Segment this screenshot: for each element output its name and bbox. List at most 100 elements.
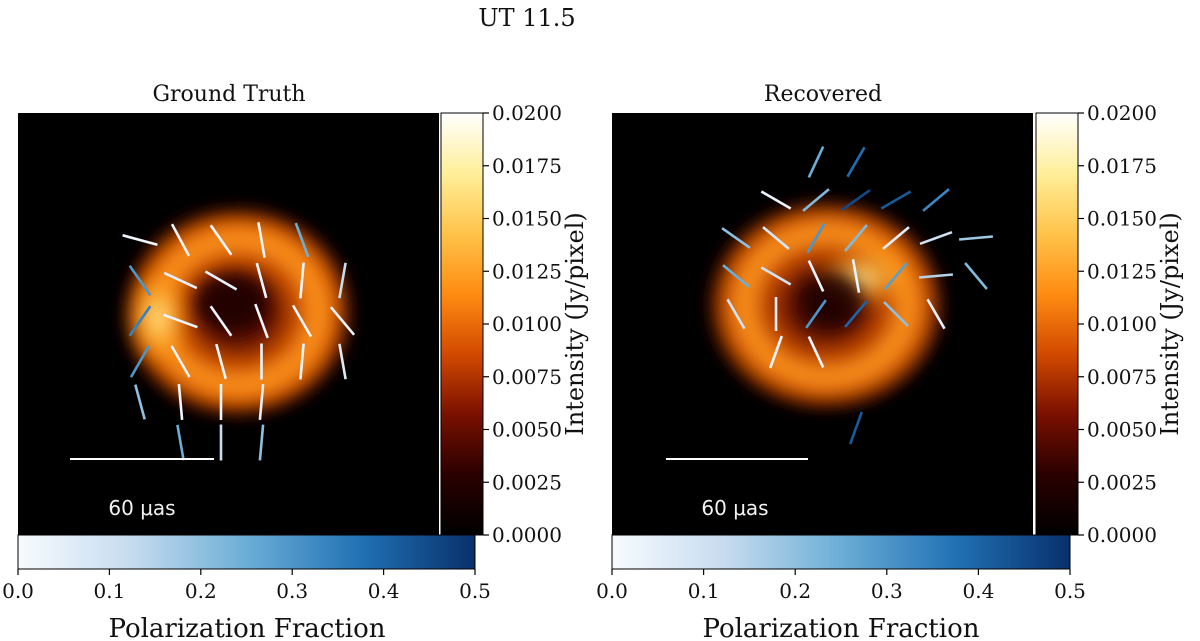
polarization-vector xyxy=(882,226,910,250)
polarization-vectors xyxy=(122,222,356,461)
intensity-colorbar-label: Intensity (Jy/pixel) xyxy=(561,212,589,436)
intensity-colorbar-ticks: 0.0000 0.0025 0.0050 0.0075 0.0100 0.0125 0.01… xyxy=(1078,101,1157,547)
polarization-vector xyxy=(258,383,265,421)
intensity-colorbar xyxy=(1035,112,1079,536)
polarization-vector xyxy=(170,345,191,378)
polarization-colorbar-ticks: 0.0 0.1 0.2 0.3 0.4 0.5 xyxy=(2,569,491,603)
polarization-vector xyxy=(762,226,790,250)
polarization-tick-label: 0.1 xyxy=(93,579,125,603)
polarization-vector xyxy=(926,298,946,330)
polarization-tick-label: 0.4 xyxy=(962,579,994,603)
polarization-vector xyxy=(329,306,356,336)
polarization-tick-label: 0.0 xyxy=(2,579,34,603)
polarization-tick-label: 0.3 xyxy=(276,579,308,603)
polarization-vector xyxy=(807,336,825,368)
polarization-vector xyxy=(254,303,269,339)
polarization-tick-label: 0.0 xyxy=(596,579,628,603)
polarization-vector xyxy=(807,146,825,178)
polarization-vector xyxy=(255,262,268,299)
scalebar-label: 60 μas xyxy=(108,496,175,520)
polarization-vector xyxy=(122,234,158,246)
colorbar-tick-label: 0.0075 xyxy=(492,365,562,389)
colorbar-tick-label: 0.0025 xyxy=(1087,470,1157,494)
polarization-vector xyxy=(176,424,185,461)
ring-shadow xyxy=(196,274,268,330)
colorbar-tick-label: 0.0050 xyxy=(1087,418,1157,442)
polarization-vector xyxy=(163,313,198,329)
polarization-colorbar xyxy=(611,534,1071,570)
polarization-vector xyxy=(134,384,146,420)
panel-recovered: Recovered 60 μas 0.0000 0.0025 0.0050 0.007… xyxy=(596,82,1184,641)
colorbar-tick-label: 0.0150 xyxy=(1087,207,1157,231)
polarization-vector xyxy=(922,188,950,212)
colorbar-tick-label: 0.0075 xyxy=(1087,365,1157,389)
polarization-vector xyxy=(299,262,305,299)
polarization-tick-label: 0.4 xyxy=(368,579,400,603)
polarization-vector xyxy=(338,262,347,299)
intensity-colorbar-ticks: 0.0000 0.0025 0.0050 0.0075 0.0100 0.0125 0.01… xyxy=(483,101,562,547)
polarization-tick-label: 0.1 xyxy=(688,579,720,603)
colorbar-tick-label: 0.0100 xyxy=(492,312,562,336)
polarization-vector xyxy=(721,227,751,249)
colorbar-tick-label: 0.0150 xyxy=(492,207,562,231)
polarization-vector xyxy=(299,343,305,380)
panel-title: Recovered xyxy=(764,82,882,107)
polarization-vector xyxy=(851,259,861,293)
polarization-colorbar-label: Polarization Fraction xyxy=(109,614,386,641)
colorbar-tick-label: 0.0175 xyxy=(1087,154,1157,178)
polarization-tick-label: 0.3 xyxy=(871,579,903,603)
polarization-vector xyxy=(760,190,792,210)
polarization-vector xyxy=(215,343,227,380)
polarization-vector xyxy=(163,271,198,290)
panel-ground-truth: Ground Truth 60 μas 0.00000.00250.00500.… xyxy=(2,82,589,641)
polarization-tick-label: 0.2 xyxy=(779,579,811,603)
polarization-vector xyxy=(726,298,746,330)
polarization-vector xyxy=(258,424,265,461)
polarization-vector xyxy=(964,262,988,290)
polarization-vector xyxy=(919,230,953,246)
polarization-vector xyxy=(209,224,233,256)
polarization-vector xyxy=(806,222,826,254)
intensity-image xyxy=(100,185,380,461)
polarization-vector xyxy=(294,222,310,258)
polarization-vector xyxy=(805,299,827,329)
polarization-colorbar xyxy=(17,534,476,570)
polarization-vector xyxy=(844,224,868,252)
polarization-vector xyxy=(846,146,866,178)
polarization-vectors xyxy=(721,146,994,445)
colorbar-tick-label: 0.0175 xyxy=(492,154,562,178)
polarization-vector xyxy=(291,304,313,338)
polarization-vector xyxy=(884,262,908,290)
polarization-vector xyxy=(722,264,750,288)
polarization-vector xyxy=(768,335,784,369)
polarization-vector xyxy=(177,383,184,421)
colorbar-tick-label: 0.0200 xyxy=(1087,101,1157,125)
polarization-vector xyxy=(802,188,830,212)
polarization-vector xyxy=(807,260,825,292)
polarization-tick-label: 0.5 xyxy=(1054,579,1086,603)
polarization-tick-label: 0.5 xyxy=(459,579,491,603)
polarization-vector xyxy=(170,223,191,257)
polarization-tick-label: 0.2 xyxy=(185,579,217,603)
intensity-colorbar-label: Intensity (Jy/pixel) xyxy=(1156,212,1184,436)
polarization-vector xyxy=(128,305,152,337)
colorbar-tick-label: 0.0100 xyxy=(1087,312,1157,336)
intensity-image xyxy=(665,146,995,460)
polarization-vector xyxy=(841,189,871,211)
colorbar-tick-label: 0.0125 xyxy=(492,259,562,283)
polarization-vector xyxy=(204,270,238,291)
polarization-vector xyxy=(128,265,152,296)
polarization-vector xyxy=(918,273,954,279)
panel-title: Ground Truth xyxy=(152,82,305,107)
scalebar-label: 60 μas xyxy=(701,496,768,520)
polarization-vector xyxy=(958,235,994,241)
polarization-vector xyxy=(760,266,792,286)
polarization-vector xyxy=(880,190,912,210)
polarization-vector xyxy=(338,343,347,380)
polarization-vector xyxy=(848,411,864,445)
polarization-vector xyxy=(257,222,266,258)
colorbar-tick-label: 0.0200 xyxy=(492,101,562,125)
colorbar-tick-label: 0.0000 xyxy=(1087,523,1157,547)
colorbar-tick-label: 0.0000 xyxy=(492,523,562,547)
